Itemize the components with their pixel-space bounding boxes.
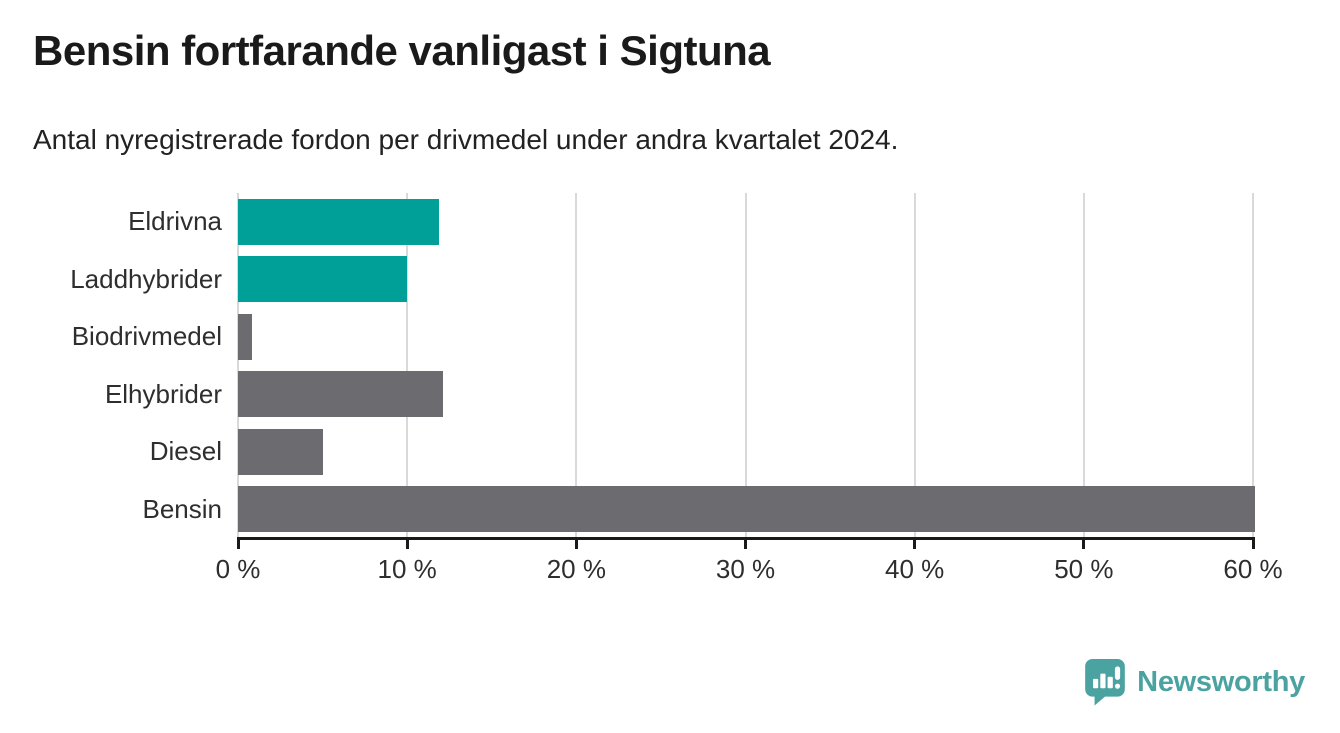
x-tick-label: 50 % bbox=[1054, 554, 1114, 584]
x-tick-label: 30 % bbox=[715, 554, 776, 584]
category-label: Laddhybrider bbox=[70, 263, 222, 294]
category-label: Bensin bbox=[142, 493, 223, 524]
x-axis-tick bbox=[913, 537, 917, 549]
category-label: Elhybrider bbox=[104, 378, 222, 409]
gridline bbox=[913, 193, 916, 538]
logo-exclamation-dot bbox=[1115, 683, 1121, 689]
x-axis-tick bbox=[405, 537, 409, 549]
logo-bar-1 bbox=[1093, 678, 1099, 689]
gridline bbox=[1082, 193, 1085, 538]
x-axis-tick-labels: 0 % 10 % 20 % 30 % 40 % 50 % 60 % bbox=[216, 554, 1283, 588]
y-axis-labels: Eldrivna Laddhybrider Biodrivmedel Elhybrid… bbox=[0, 193, 222, 538]
newsworthy-logo-icon bbox=[1085, 659, 1125, 706]
x-axis-tick bbox=[744, 537, 747, 549]
x-axis bbox=[236, 537, 1255, 551]
bar-diesel bbox=[238, 428, 323, 475]
bar-eldrivna bbox=[238, 198, 440, 245]
bar-elhybrider bbox=[238, 371, 443, 418]
chart-subtitle: Antal nyregistrerade fordon per drivmede… bbox=[33, 124, 899, 155]
x-tick-label: 60 % bbox=[1223, 554, 1283, 584]
logo-bar-2 bbox=[1100, 673, 1106, 689]
x-axis-tick bbox=[574, 537, 578, 549]
bar-laddhybrider bbox=[238, 256, 408, 303]
category-label: Biodrivmedel bbox=[71, 321, 222, 352]
gridline bbox=[744, 193, 747, 538]
x-tick-label: 0 % bbox=[215, 554, 261, 584]
plot-area bbox=[237, 193, 1255, 538]
gridline bbox=[237, 193, 239, 538]
logo-exclamation-line bbox=[1115, 666, 1121, 680]
x-axis-tick bbox=[236, 537, 240, 549]
category-label: Diesel bbox=[149, 436, 222, 467]
category-label: Eldrivna bbox=[128, 206, 222, 237]
chart-title: Bensin fortfarande vanligast i Sigtuna bbox=[33, 27, 771, 74]
logo-bar-3 bbox=[1107, 676, 1113, 689]
brand-name: Newsworthy bbox=[1137, 665, 1305, 698]
x-tick-label: 20 % bbox=[546, 554, 606, 584]
x-axis-tick bbox=[1251, 537, 1255, 549]
gridline bbox=[406, 193, 409, 538]
x-tick-label: 10 % bbox=[377, 554, 437, 584]
x-axis-tick bbox=[1082, 537, 1086, 549]
gridline bbox=[1252, 193, 1254, 538]
bar-biodrivmedel bbox=[238, 313, 252, 360]
brand-footer: Newsworthy bbox=[1084, 658, 1305, 706]
x-tick-label: 40 % bbox=[885, 554, 945, 584]
bar-bensin bbox=[238, 486, 1255, 533]
gridline bbox=[575, 193, 578, 538]
